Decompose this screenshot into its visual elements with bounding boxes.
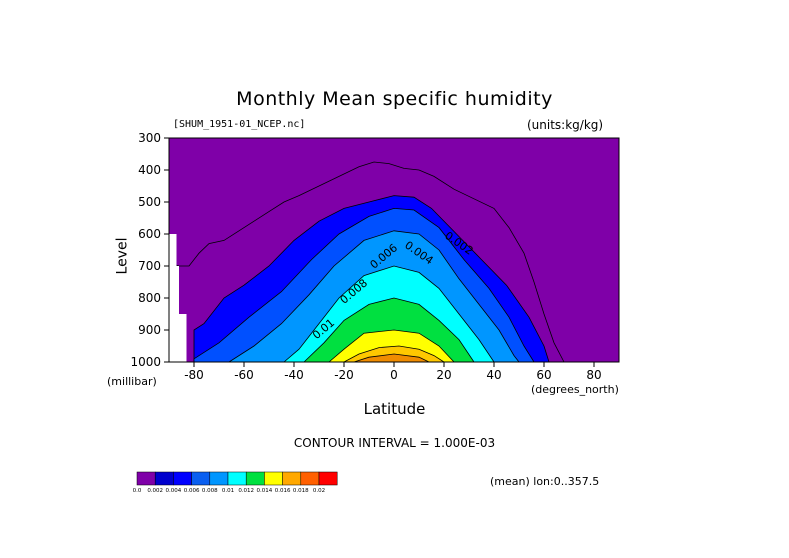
- x-tick-label: 20: [436, 368, 451, 382]
- x-axis-label: Latitude: [363, 400, 426, 418]
- y-tick-label: 1000: [130, 355, 161, 369]
- contour-interval-label: CONTOUR INTERVAL = 1.000E-03: [293, 436, 496, 450]
- y-tick-label: 400: [138, 163, 161, 177]
- y-axis-label: Level: [114, 237, 131, 275]
- x-tick-label: 0: [390, 368, 398, 382]
- chart-title: Monthly Mean specific humidity: [236, 88, 553, 110]
- x-tick-label: -80: [184, 368, 204, 382]
- topography-mask: [169, 234, 187, 362]
- y-tick-label: 800: [138, 291, 161, 305]
- x-tick-label: 60: [536, 368, 551, 382]
- x-tick-label: -40: [284, 368, 304, 382]
- y-tick-label: 300: [138, 131, 161, 145]
- x-tick-label: 80: [586, 368, 601, 382]
- y-tick-label: 500: [138, 195, 161, 209]
- y-tick-label: 700: [138, 259, 161, 273]
- x-tick-label: -60: [234, 368, 254, 382]
- y-axis-unit: (millibar): [107, 375, 157, 388]
- mean-note: (mean) lon:0..357.5: [490, 475, 600, 488]
- y-tick-label: 600: [138, 227, 161, 241]
- x-tick-label: 40: [486, 368, 501, 382]
- file-label: [SHUM_1951-01_NCEP.nc]: [173, 119, 306, 130]
- contour-line-outer: [168, 161, 565, 363]
- y-tick-label: 900: [138, 323, 161, 337]
- units-label: (units:kg/kg): [527, 118, 604, 132]
- x-tick-label: -20: [334, 368, 354, 382]
- x-axis-unit: (degrees_north): [531, 383, 619, 396]
